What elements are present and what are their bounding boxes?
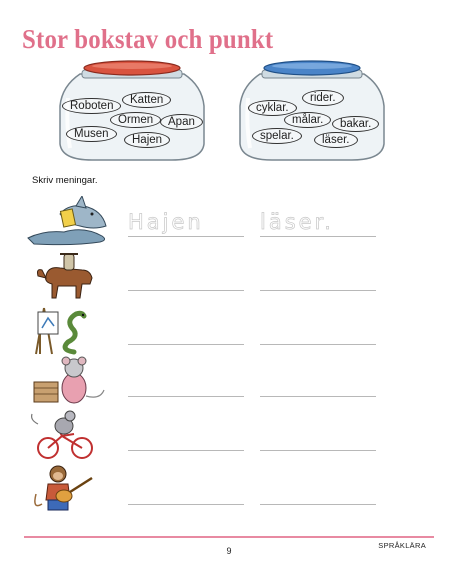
exercise-row xyxy=(24,410,424,462)
word-chip: Musen xyxy=(66,126,117,142)
word-jar-verbs: rider. cyklar. målar. bakar. spelar. läs… xyxy=(232,56,392,164)
exercise-row xyxy=(24,356,424,408)
word-chip: Katten xyxy=(122,92,172,108)
word-chip: cyklar. xyxy=(248,100,297,116)
answer-line[interactable] xyxy=(128,236,244,237)
page-title: Stor bokstav och punkt xyxy=(22,24,274,54)
traced-word: Hajen xyxy=(128,210,204,235)
answer-line[interactable] xyxy=(260,504,376,505)
answer-line[interactable] xyxy=(128,450,244,451)
exercise-row xyxy=(24,250,424,302)
instruction-text: Skriv meningar. xyxy=(32,175,98,186)
word-chip: målar. xyxy=(284,112,332,128)
footer-divider xyxy=(24,536,434,538)
guitar-monkey-icon xyxy=(34,465,93,511)
word-chip: Ormen xyxy=(110,112,162,128)
answer-line[interactable] xyxy=(128,504,244,505)
answer-line[interactable] xyxy=(260,236,376,237)
answer-line[interactable] xyxy=(260,396,376,397)
word-chip: Roboten xyxy=(62,98,122,114)
exercise-row xyxy=(24,464,424,516)
word-chip: läser. xyxy=(314,132,358,148)
exercise-row: Hajen läser. xyxy=(24,196,424,248)
word-chip: Hajen xyxy=(124,132,171,148)
horse-rider-icon xyxy=(37,253,93,299)
answer-line[interactable] xyxy=(260,290,376,291)
page-number: 9 xyxy=(226,546,232,556)
word-jar-subjects: Roboten Katten Ormen Apan Musen Hajen xyxy=(52,56,212,164)
mouse-baking-icon xyxy=(33,356,105,404)
answer-line[interactable] xyxy=(128,396,244,397)
snake-painting-icon xyxy=(35,307,87,355)
exercise-row xyxy=(24,304,424,356)
answer-line[interactable] xyxy=(260,344,376,345)
shark-reading-icon xyxy=(27,196,107,246)
bicycle-icon xyxy=(31,410,93,459)
answer-line[interactable] xyxy=(128,290,244,291)
word-chip: Apan xyxy=(160,114,203,130)
answer-line[interactable] xyxy=(260,450,376,451)
word-chip: spelar. xyxy=(252,128,302,144)
answer-line[interactable] xyxy=(128,344,244,345)
traced-word: läser. xyxy=(260,210,334,235)
word-chip: bakar. xyxy=(332,116,380,132)
word-chip: rider. xyxy=(302,90,344,106)
section-label: SPRÅKLÄRA xyxy=(378,541,426,550)
